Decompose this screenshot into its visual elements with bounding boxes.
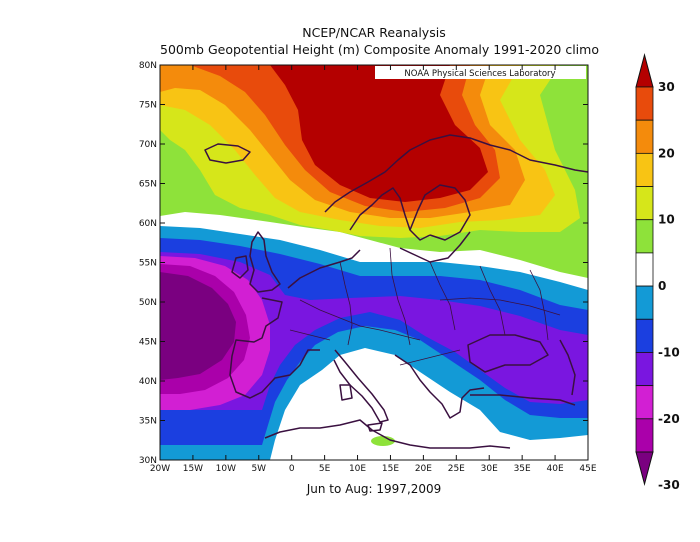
- colorbar-top-arrow: [635, 53, 654, 88]
- x-tick-label: 35E: [514, 464, 531, 474]
- colorbar-segment: [635, 318, 654, 353]
- x-tick-label: 20W: [150, 464, 170, 474]
- y-tick-label: 50N: [139, 298, 157, 308]
- x-tick-label: 30E: [481, 464, 498, 474]
- credit-label: NOAA Physical Sciences Laboratory: [404, 69, 555, 79]
- colorbar-segment: [635, 152, 654, 187]
- y-tick-label: 70N: [139, 140, 157, 150]
- colorbar-labels: 30 20 10 0 -10 -20 -30: [658, 80, 680, 492]
- colorbar-segment: [635, 418, 654, 453]
- colorbar-segment: [635, 352, 654, 387]
- colorbar-tick-label: 20: [658, 146, 675, 160]
- colorbar-tick-label: -20: [658, 412, 680, 426]
- y-tick-label: 60N: [139, 219, 157, 229]
- x-tick-label: 5W: [251, 464, 266, 474]
- x-tick-label: 40E: [547, 464, 564, 474]
- country-borders: [289, 247, 561, 366]
- y-tick-label: 80N: [139, 61, 157, 71]
- x-tick-label: 10E: [349, 464, 366, 474]
- colorbar-segment: [635, 285, 654, 320]
- y-tick-label: 75N: [139, 101, 157, 111]
- y-axis-ticks: 30N 35N 40N 45N 50N 55N 60N 65N 70N 75N 80N: [139, 61, 588, 466]
- colorbar-tick-label: -10: [658, 345, 680, 359]
- x-tick-label: 5E: [319, 464, 331, 474]
- y-tick-label: 40N: [139, 377, 157, 387]
- colorbar-tick-label: 10: [658, 213, 675, 227]
- coastlines: [204, 134, 588, 449]
- colorbar-segment: [635, 219, 654, 254]
- positive-gt-30: [270, 65, 488, 202]
- negative-15-20: [160, 252, 588, 410]
- x-axis-ticks: 20W 15W 10W 5W 0 5E 10E 15E 20E 25E 30E 35E 40E 45E: [150, 65, 597, 474]
- x-tick-label: 25E: [448, 464, 465, 474]
- x-tick-label: 10W: [216, 464, 236, 474]
- colorbar: [635, 53, 654, 486]
- x-tick-label: 15W: [183, 464, 203, 474]
- y-tick-label: 30N: [139, 456, 157, 466]
- negative-lt-30: [160, 272, 236, 380]
- colorbar-segment: [635, 119, 654, 154]
- y-tick-label: 55N: [139, 259, 157, 269]
- y-tick-label: 35N: [139, 417, 157, 427]
- x-tick-label: 45E: [579, 464, 596, 474]
- colorbar-segment: [635, 186, 654, 221]
- x-tick-label: 15E: [382, 464, 399, 474]
- y-tick-label: 65N: [139, 180, 157, 190]
- x-tick-label: 20E: [415, 464, 432, 474]
- title-line-2: 500mb Geopotential Height (m) Composite …: [160, 42, 599, 57]
- credit-box: [375, 66, 586, 79]
- period-label: Jun to Aug: 1997,2009: [306, 482, 442, 496]
- colorbar-segment: [635, 86, 654, 121]
- anomaly-field: [160, 65, 588, 460]
- colorbar-segment: [635, 252, 654, 287]
- colorbar-bottom-arrow: [635, 451, 654, 486]
- positive-blob-central-med: [371, 436, 395, 446]
- colorbar-tick-label: 30: [658, 80, 675, 94]
- y-tick-label: 45N: [139, 338, 157, 348]
- colorbar-tick-label: 0: [658, 279, 666, 293]
- colorbar-segment: [635, 385, 654, 420]
- title-line-1: NCEP/NCAR Reanalysis: [302, 25, 446, 40]
- colorbar-tick-label: -30: [658, 478, 680, 492]
- x-tick-label: 0: [289, 464, 295, 474]
